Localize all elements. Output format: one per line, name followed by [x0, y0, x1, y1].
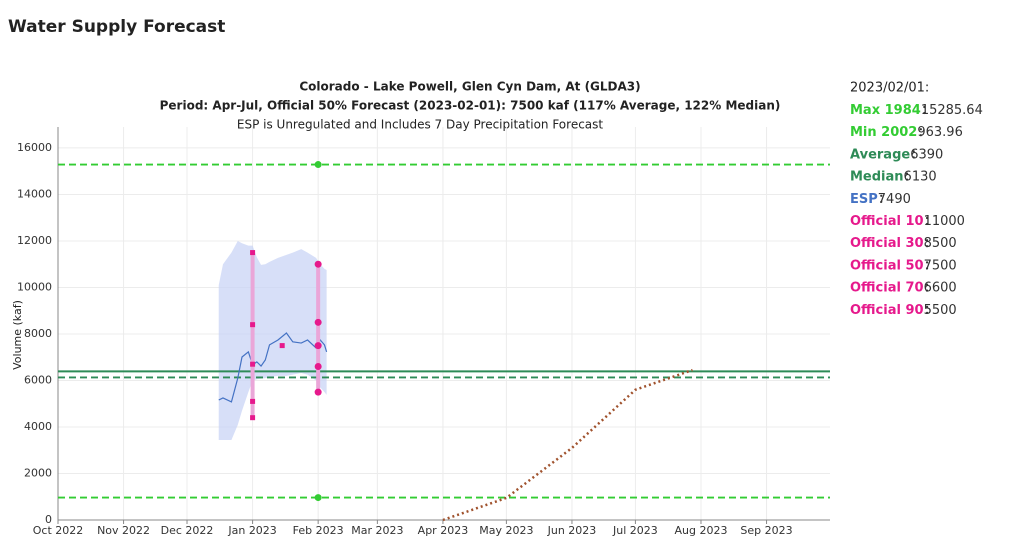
x-tick-label: Jan 2023: [227, 524, 276, 537]
official-point: [250, 322, 256, 328]
legend-colon-dot: [919, 134, 922, 137]
y-tick-label: 12000: [17, 234, 52, 247]
legend-name: Average: [850, 147, 910, 162]
legend-entry: Average6390: [850, 147, 943, 162]
legend-entry: Official 706600: [850, 280, 957, 295]
x-tick-label: Feb 2023: [293, 524, 344, 537]
legend-value: 7490: [878, 191, 911, 206]
legend-entry: Median6130: [850, 169, 937, 184]
official-point: [314, 363, 322, 371]
legend-entry: Official 308500: [850, 236, 957, 251]
legend-name: Official 10: [850, 214, 924, 229]
legend-value: 6130: [904, 169, 937, 184]
reference-marker: [314, 161, 322, 169]
legend-name: Median: [850, 169, 904, 184]
legend-entry: ESP7490: [850, 191, 911, 206]
legend-colon-dot: [912, 156, 915, 159]
legend-colon-dot: [925, 289, 929, 292]
reference-marker: [314, 494, 322, 502]
x-tick-label: Aug 2023: [674, 524, 727, 537]
official-point: [250, 415, 256, 421]
esp-band: [218, 240, 327, 441]
x-tick-label: Mar 2023: [351, 524, 403, 537]
legend-value: 963.96: [917, 125, 963, 140]
legend-colon-dot: [905, 178, 909, 181]
chart-subtitle: Period: Apr-Jul, Official 50% Forecast (…: [160, 99, 781, 113]
legend-value: 11000: [924, 214, 965, 229]
legend-entry: Official 507500: [850, 258, 957, 273]
legend-name: Min 2002: [850, 125, 917, 140]
legend-colon-dot: [925, 261, 929, 264]
page-title: Water Supply Forecast: [8, 17, 225, 37]
esp-line: [218, 332, 328, 403]
legend-colon-dot: [905, 172, 909, 175]
y-tick-label: 2000: [24, 466, 52, 479]
x-tick-label: Sep 2023: [740, 524, 792, 537]
legend-colon-dot: [923, 111, 926, 115]
y-tick-label: 0: [45, 513, 52, 526]
legend-colon-dot: [880, 194, 883, 197]
summary-date: 2023/02/01:: [850, 81, 929, 96]
legend-name: Official 50: [850, 258, 924, 273]
observed-line: [442, 368, 693, 522]
x-tick-label: Dec 2022: [161, 524, 214, 537]
y-axis-label: Volume (kaf): [11, 300, 24, 370]
legend-colon-dot: [925, 222, 929, 226]
x-tick-label: Nov 2022: [97, 524, 150, 537]
legend-name: Official 30: [850, 236, 924, 251]
legend-name: Max 1984: [850, 103, 921, 118]
y-tick-label: 14000: [17, 187, 52, 200]
official-point: [250, 250, 256, 256]
y-tick-label: 16000: [17, 141, 52, 154]
legend-colon-dot: [925, 216, 929, 220]
legend-entry: Official 1011000: [850, 214, 965, 229]
legend-value: 7500: [924, 258, 957, 273]
legend-value: 6390: [910, 147, 943, 162]
x-tick-label: Jun 2023: [547, 524, 597, 537]
y-tick-label: 4000: [24, 420, 52, 433]
official-point: [314, 342, 322, 350]
legend-entry: Min 2002963.96: [850, 125, 963, 140]
legend-colon-dot: [925, 267, 929, 270]
official-point: [250, 398, 256, 404]
legend-name: Official 70: [850, 280, 924, 295]
legend-colon-dot: [923, 105, 926, 109]
legend-value: 15285.64: [921, 103, 983, 118]
official-point: [314, 388, 322, 396]
x-tick-label: Oct 2022: [33, 524, 84, 537]
plot: 0 2000 4000 6000 8000 10000 12000 14000 16000 Oct…: [17, 127, 830, 537]
official-point: [250, 361, 256, 367]
legend-colon-dot: [912, 150, 915, 153]
legend-colon-dot: [925, 245, 929, 248]
legend-name: ESP: [850, 191, 878, 206]
x-tick-label: Apr 2023: [418, 524, 469, 537]
legend-colon-dot: [925, 305, 929, 308]
legend-name: Official 90: [850, 302, 924, 317]
y-tick-label: 6000: [24, 373, 52, 386]
legend-entry: Max 198415285.64: [850, 103, 983, 118]
legend: Max 198415285.64 Min 2002963.96 Average639…: [850, 103, 983, 318]
legend-value: 5500: [924, 302, 957, 317]
legend-colon-dot: [880, 200, 883, 203]
legend-value: 6600: [924, 280, 957, 295]
y-tick-label: 10000: [17, 280, 52, 293]
legend-colon-dot: [919, 128, 922, 131]
legend-value: 8500: [924, 236, 957, 251]
y-tick-label: 8000: [24, 327, 52, 340]
legend-colon-dot: [925, 283, 929, 286]
legend-colon-dot: [925, 239, 929, 242]
legend-entry: Official 905500: [850, 302, 957, 317]
legend-colon-dot: [925, 311, 929, 314]
x-tick-label: Jul 2023: [612, 524, 658, 537]
official-point: [314, 260, 322, 268]
chart-title: Colorado - Lake Powell, Glen Cyn Dam, At…: [299, 80, 640, 94]
chart-note: ESP is Unregulated and Includes 7 Day Pr…: [237, 118, 604, 132]
x-tick-label: May 2023: [479, 524, 533, 537]
official-point: [279, 343, 285, 349]
official-point: [314, 318, 322, 326]
